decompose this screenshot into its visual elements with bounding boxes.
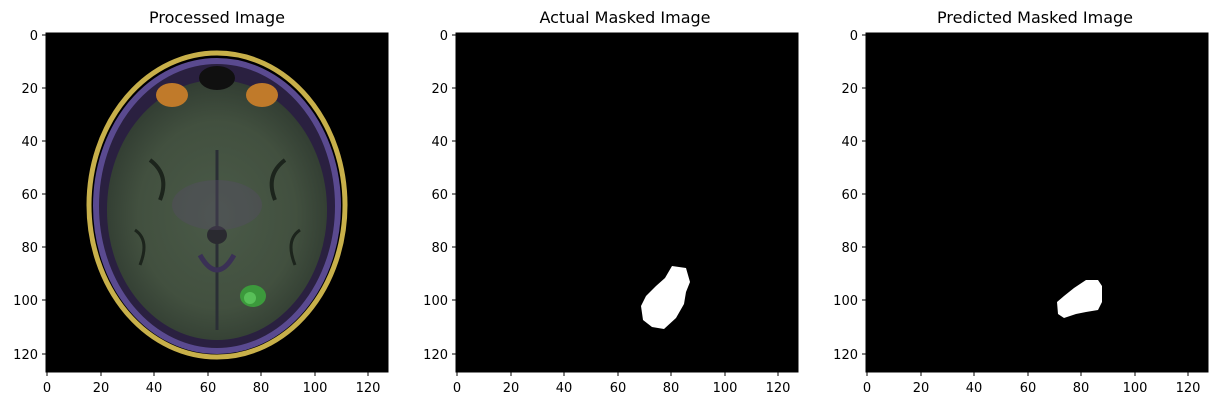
actual-mask-region	[641, 266, 690, 329]
y-tick-label: 20	[841, 82, 858, 97]
x-tick-label: 20	[503, 381, 520, 396]
x-axis: 0 20 40 60 80 100 120	[863, 372, 1201, 396]
panel-title: Actual Masked Image	[539, 8, 710, 27]
panel-predicted-mask: Predicted Masked Image 0 20 40 60 80 100…	[833, 8, 1209, 396]
axes-frame	[45, 32, 389, 373]
y-tick-label: 100	[423, 294, 448, 309]
x-tick-label: 0	[453, 381, 461, 396]
x-tick-label: 100	[713, 381, 738, 396]
x-tick-label: 120	[1176, 381, 1201, 396]
panel-actual-mask: Actual Masked Image 0 20 40 60 80 100 12…	[423, 8, 799, 396]
y-tick-label: 40	[841, 135, 858, 150]
predicted-mask-region	[1057, 280, 1102, 318]
x-tick-label: 40	[556, 381, 573, 396]
y-axis: 0 20 40 60 80 100 120	[833, 29, 866, 363]
y-tick-label: 60	[21, 188, 38, 203]
y-tick-label: 40	[21, 135, 38, 150]
y-tick-label: 80	[21, 241, 38, 256]
panel-title: Processed Image	[149, 8, 285, 27]
x-axis: 0 20 40 60 80 100 120	[43, 372, 381, 396]
x-tick-label: 20	[93, 381, 110, 396]
y-tick-label: 100	[13, 294, 38, 309]
y-tick-label: 20	[431, 82, 448, 97]
y-tick-label: 120	[13, 348, 38, 363]
x-tick-label: 80	[1073, 381, 1090, 396]
x-tick-label: 100	[1123, 381, 1148, 396]
x-tick-label: 120	[766, 381, 791, 396]
y-tick-label: 0	[30, 29, 38, 44]
y-tick-label: 60	[431, 188, 448, 203]
x-tick-label: 20	[913, 381, 930, 396]
x-tick-label: 60	[610, 381, 627, 396]
mri-brain-image	[86, 50, 348, 360]
y-tick-label: 0	[850, 29, 858, 44]
y-axis: 0 20 40 60 80 100 120	[423, 29, 456, 363]
x-tick-label: 0	[43, 381, 51, 396]
y-tick-label: 80	[431, 241, 448, 256]
x-tick-label: 120	[356, 381, 381, 396]
x-tick-label: 80	[663, 381, 680, 396]
x-tick-label: 0	[863, 381, 871, 396]
y-tick-label: 20	[21, 82, 38, 97]
image-area	[456, 33, 798, 372]
y-tick-label: 60	[841, 188, 858, 203]
y-tick-label: 0	[440, 29, 448, 44]
panel-title: Predicted Masked Image	[937, 8, 1133, 27]
y-tick-label: 120	[423, 348, 448, 363]
y-tick-label: 40	[431, 135, 448, 150]
y-axis: 0 20 40 60 80 100 120	[13, 29, 46, 363]
x-tick-label: 40	[146, 381, 163, 396]
x-axis: 0 20 40 60 80 100 120	[453, 372, 791, 396]
panel-processed: Processed Image	[13, 8, 389, 396]
x-tick-label: 60	[200, 381, 217, 396]
y-tick-label: 100	[833, 294, 858, 309]
axes-frame	[865, 32, 1209, 373]
x-tick-label: 100	[303, 381, 328, 396]
x-tick-label: 40	[966, 381, 983, 396]
x-tick-label: 80	[253, 381, 270, 396]
axes-frame	[455, 32, 799, 373]
x-tick-label: 60	[1020, 381, 1037, 396]
y-tick-label: 120	[833, 348, 858, 363]
y-tick-label: 80	[841, 241, 858, 256]
image-area	[866, 33, 1208, 372]
